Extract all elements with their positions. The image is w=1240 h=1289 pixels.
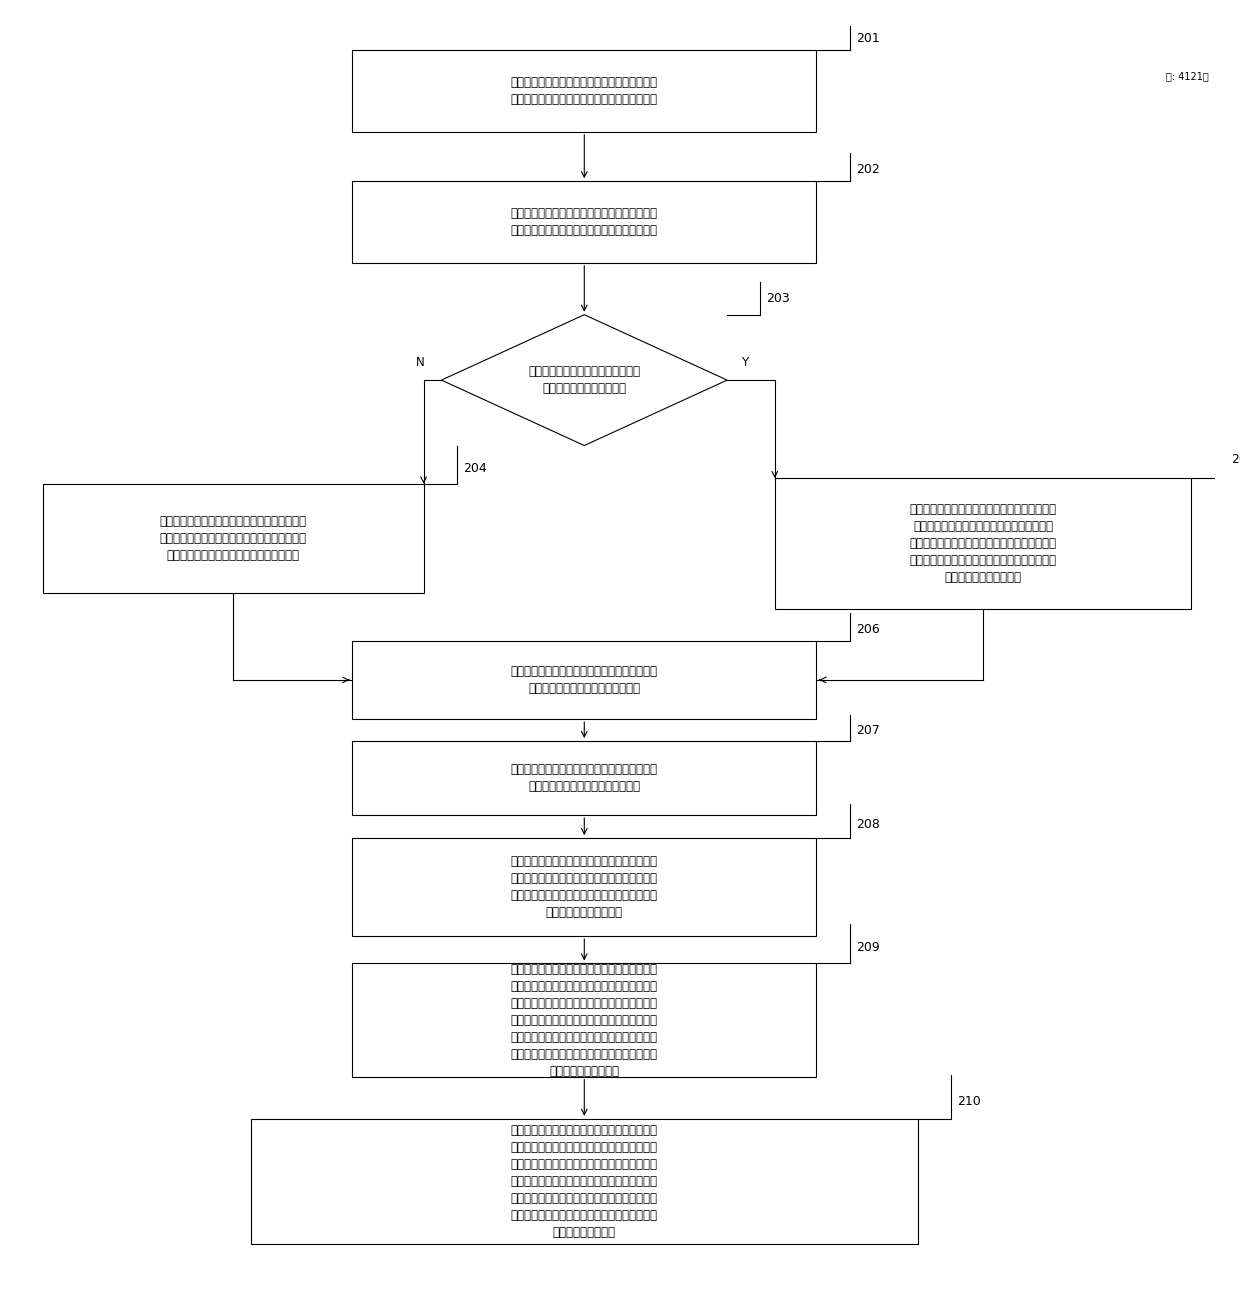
Text: 210: 210: [957, 1094, 981, 1107]
Text: 获取到原始双频冲击衰减信号经过频谱分析后得
到的与原始双频冲击衰减信号中的两个谐波分量
相应的第一谐波频率和第二谐波频率，并将第一
谐波频率和第二谐波频率与第一: 获取到原始双频冲击衰减信号经过频谱分析后得 到的与原始双频冲击衰减信号中的两个谐…: [511, 963, 657, 1078]
Text: 208: 208: [856, 817, 879, 831]
Bar: [352, 641, 816, 719]
Bar: [352, 50, 816, 131]
Bar: [775, 478, 1192, 610]
Text: 202: 202: [856, 164, 879, 177]
Text: 203: 203: [766, 291, 790, 304]
Text: 根据第一峰值点变化曲线和第一峰谷点变化曲线
之差，得到第二谐波分量指数衰减量: 根据第一峰值点变化曲线和第一峰谷点变化曲线 之差，得到第二谐波分量指数衰减量: [511, 763, 657, 793]
Text: 附: 4121页: 附: 4121页: [1167, 72, 1209, 81]
Text: 204: 204: [463, 461, 486, 474]
Bar: [352, 838, 816, 936]
Text: 判断第一采样时间区间内的初始峰谷
点变化曲线中是否存在拐点: 判断第一采样时间区间内的初始峰谷 点变化曲线中是否存在拐点: [528, 365, 640, 396]
Text: 获取峰谷点变化曲线中的拐点对应的时间节点，
得到第二采样时间区，然后分别对第二采样时
间区间内的初始峰值点变化曲线和初始峰谷点变
化曲线进行等间隔差值，得到第一: 获取峰谷点变化曲线中的拐点对应的时间节点， 得到第二采样时间区，然后分别对第二采…: [910, 503, 1056, 584]
Bar: [352, 963, 816, 1076]
Text: 通过最小二乘法，对第一谐波分量指数衰减量和
第二谐波分量指数衰减量进行计算，得到第一谐
波幅值系数、第一谐波阻尼系数、第二谐波幅值
系数和第二谐波阻尼系数: 通过最小二乘法，对第一谐波分量指数衰减量和 第二谐波分量指数衰减量进行计算，得到…: [511, 855, 657, 919]
Text: 提取包络线中预置的采样时间区间内的峰值点和
峰谷点，得到峰值点变化曲线和峰谷点变化曲线: 提取包络线中预置的采样时间区间内的峰值点和 峰谷点，得到峰值点变化曲线和峰谷点变…: [511, 208, 657, 237]
Text: 根据第一峰值点变化曲线和第一峰谷点变化曲线
之和，得到第一谐波分量指数衰减量: 根据第一峰值点变化曲线和第一峰谷点变化曲线 之和，得到第一谐波分量指数衰减量: [511, 665, 657, 695]
Text: 206: 206: [856, 623, 879, 637]
Text: 209: 209: [856, 941, 879, 954]
Polygon shape: [441, 315, 727, 446]
Text: Y: Y: [742, 356, 749, 369]
Bar: [352, 182, 816, 263]
Text: 分别对第一采样时间区间内的初始峰值点变化曲
线和初始峰谷点变化曲线进行等间隔插值，得到
第一峰值点变化曲线和第一峰谷点变化曲线: 分别对第一采样时间区间内的初始峰值点变化曲 线和初始峰谷点变化曲线进行等间隔插值…: [160, 514, 306, 562]
Text: 205: 205: [1230, 454, 1240, 467]
Text: 分别比较第一双频冲击衰减信号与原始双频冲击
衰减信号之间的第一最大相关系数以及第二双频
冲击衰减信号与原始双频冲击衰减信号之间的第
二最大相关系数，将第一最大相: 分别比较第一双频冲击衰减信号与原始双频冲击 衰减信号之间的第一最大相关系数以及第…: [511, 1124, 657, 1239]
Text: 201: 201: [856, 32, 879, 45]
Bar: [250, 1119, 918, 1244]
Text: 对通过采样获取到的原始双频冲击衰减信号进行
包络提取，得到原始双频冲击衰减信号的包络线: 对通过采样获取到的原始双频冲击衰减信号进行 包络提取，得到原始双频冲击衰减信号的…: [511, 76, 657, 106]
Text: 207: 207: [856, 724, 879, 737]
Bar: [352, 741, 816, 815]
Text: N: N: [415, 356, 424, 369]
Bar: [42, 483, 424, 593]
